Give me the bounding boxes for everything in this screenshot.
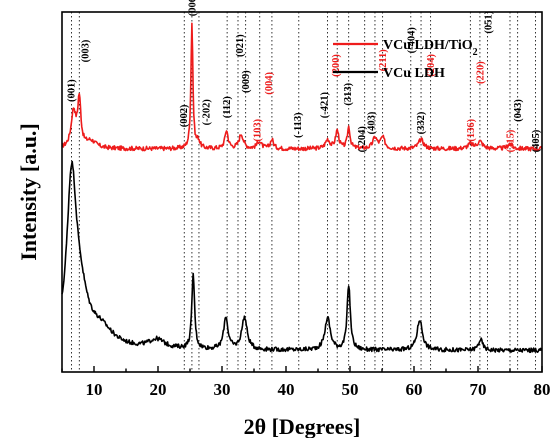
x-axis-label: 2θ [Degrees] <box>244 414 361 438</box>
peak-label-17: (211) <box>378 49 389 72</box>
peak-label-9: (103) <box>253 118 264 141</box>
legend-label-vcu-ldh: VCu LDH <box>383 66 445 81</box>
peak-label-3: (006) <box>187 0 198 16</box>
x-axis-ticks: 10 20 30 40 50 60 70 80 <box>61 366 551 399</box>
peak-label-6: (112) <box>222 96 233 119</box>
series-layer <box>61 22 543 354</box>
legend-label-vcu-ldh-tio2-main: VCu LDH/TiO <box>383 38 473 53</box>
peak-label-2: (002) <box>179 104 190 127</box>
peak-label-11: (-113) <box>293 112 304 138</box>
legend: VCu LDH/TiO2 VCu LDH <box>333 38 478 81</box>
peak-label-23: (051) <box>484 10 495 33</box>
x-tick-label-50: 50 <box>342 380 359 399</box>
peak-label-19: (204) <box>426 54 437 77</box>
peak-label-21: (136) <box>466 118 477 141</box>
x-tick-label-80: 80 <box>534 380 551 399</box>
peak-labels: (001)(003)(002)(006)(101)(-202)(112)(021… <box>67 0 543 152</box>
peak-label-20: (332) <box>416 111 427 134</box>
series-line-1 <box>61 160 543 354</box>
peak-label-5: (-202) <box>202 99 213 126</box>
peak-label-16: (403) <box>367 111 378 134</box>
peak-label-18: (-404) <box>406 27 417 54</box>
x-tick-label-30: 30 <box>214 380 231 399</box>
peak-label-13: (200) <box>331 54 342 77</box>
peak-label-1: (003) <box>81 39 92 62</box>
legend-label-vcu-ldh-tio2-sub: 2 <box>473 47 478 58</box>
y-axis-label: Intensity [a.u.] <box>16 123 41 261</box>
x-tick-label-70: 70 <box>470 380 487 399</box>
x-tick-label-10: 10 <box>86 380 103 399</box>
peak-label-15: (-204) <box>357 126 368 153</box>
plot-frame <box>61 11 543 373</box>
x-tick-label-20: 20 <box>150 380 167 399</box>
peak-label-10: (004) <box>264 72 275 95</box>
peak-label-8: (009) <box>241 70 252 93</box>
x-tick-label-60: 60 <box>406 380 423 399</box>
peak-label-25: (043) <box>513 99 524 122</box>
peak-label-0: (001) <box>67 79 78 102</box>
x-tick-label-40: 40 <box>278 380 295 399</box>
peak-label-12: (-421) <box>319 91 330 118</box>
peak-label-26: (405) <box>531 129 542 152</box>
peak-label-7: (021) <box>235 34 246 57</box>
peak-label-14: (313) <box>343 82 354 105</box>
peak-label-22: (220) <box>475 61 486 84</box>
reference-lines <box>71 12 536 372</box>
peak-label-24: (215) <box>506 129 517 152</box>
series-line-0 <box>61 22 543 152</box>
legend-label-vcu-ldh-tio2: VCu LDH/TiO2 <box>383 38 478 58</box>
